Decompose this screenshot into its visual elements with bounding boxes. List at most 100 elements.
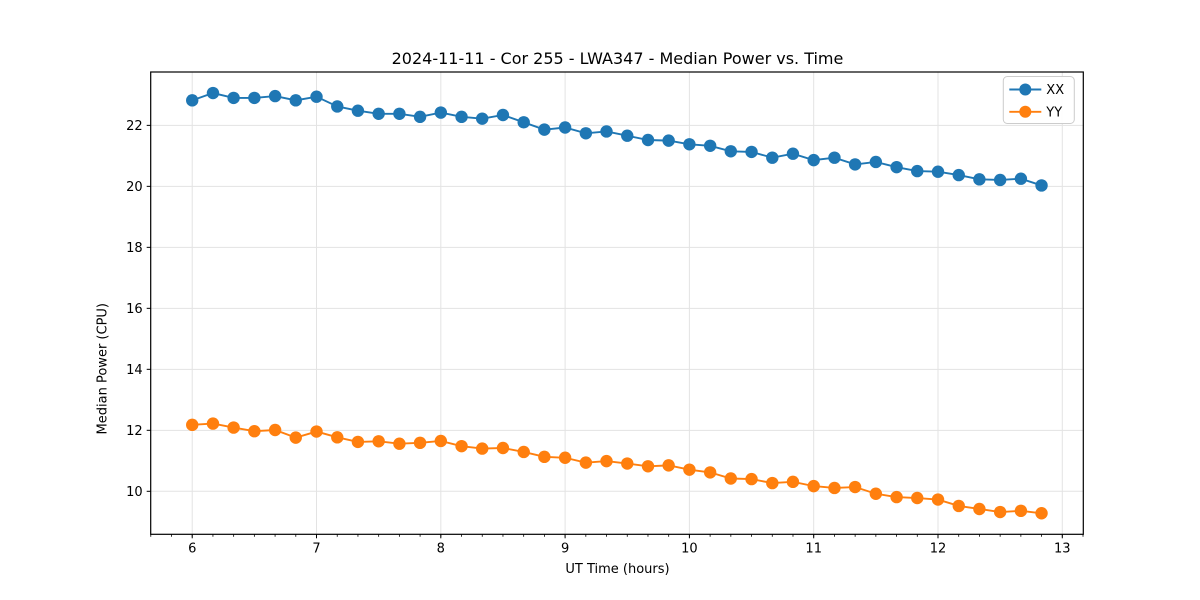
data-point-YY [848, 480, 862, 494]
data-point-YY [828, 481, 841, 495]
y-axis-label-text: Median Power (CPU) [95, 303, 110, 435]
data-point-XX [931, 165, 945, 178]
data-point-YY [186, 418, 199, 432]
data-point-YY [393, 437, 406, 450]
data-point-YY [724, 472, 737, 485]
data-point-YY [641, 460, 655, 473]
y-tick-label: 14 [126, 363, 143, 378]
x-tick-label: 9 [561, 541, 569, 556]
data-point-YY [683, 463, 696, 476]
data-point-YY [206, 417, 220, 430]
data-point-YY [475, 442, 489, 455]
data-point-XX [538, 123, 551, 136]
x-tick-label: 11 [805, 541, 822, 556]
data-point-XX [206, 86, 220, 100]
data-point-YY [289, 431, 302, 444]
data-point-YY [579, 456, 593, 469]
data-point-YY [248, 425, 261, 438]
data-point-YY [807, 479, 820, 493]
data-point-XX [331, 100, 344, 113]
grid [150, 72, 1084, 535]
data-point-YY [538, 450, 551, 464]
data-point-YY [869, 487, 883, 500]
data-point-YY [1035, 507, 1048, 520]
data-point-YY [662, 459, 675, 472]
data-point-XX [517, 116, 530, 129]
data-point-YY [993, 505, 1007, 519]
data-point-XX [890, 160, 903, 174]
data-point-XX [496, 108, 510, 122]
x-tick-label: 13 [1054, 541, 1071, 556]
y-tick-label: 16 [126, 302, 143, 317]
data-point-XX [621, 129, 634, 142]
legend-label-YY: YY [1045, 105, 1062, 120]
legend-marker-YY [1019, 105, 1032, 118]
data-point-XX [372, 107, 385, 120]
data-point-YY [600, 454, 613, 468]
x-tick-label: 7 [312, 541, 320, 556]
data-point-YY [911, 491, 924, 505]
data-point-XX [745, 145, 758, 159]
data-point-XX [662, 134, 675, 147]
data-point-XX [828, 151, 841, 164]
data-point-YY [331, 431, 344, 444]
data-point-XX [248, 91, 261, 105]
y-tick-label: 18 [126, 241, 143, 256]
data-point-YY [227, 421, 240, 434]
plot-border [150, 71, 1084, 535]
data-point-XX [786, 147, 800, 160]
y-tick-label: 20 [126, 180, 143, 195]
data-point-YY [703, 466, 717, 479]
data-point-XX [993, 173, 1007, 187]
data-point-XX [807, 153, 820, 167]
legend-label-XX: XX [1046, 83, 1064, 98]
data-point-YY [351, 435, 365, 449]
data-point-XX [351, 104, 365, 117]
legend: XX YY [1002, 76, 1075, 124]
data-point-XX [289, 94, 302, 107]
data-point-YY [372, 435, 385, 448]
data-point-XX [227, 91, 240, 105]
y-tick-label: 22 [126, 119, 143, 134]
x-tick-label: 12 [930, 541, 947, 556]
data-point-XX [1035, 179, 1048, 192]
tick-labels: 6 7 8 9 10 11 12 13 10 12 14 16 18 20 22 [126, 119, 1070, 556]
data-point-YY [952, 499, 965, 513]
data-point-XX [766, 151, 779, 164]
y-tick-label: 10 [126, 485, 143, 500]
legend-marker-XX [1019, 83, 1032, 96]
data-point-XX [724, 145, 737, 158]
x-axis-label: UT Time (hours) [565, 562, 670, 577]
data-point-YY [786, 475, 800, 489]
data-point-YY [766, 476, 779, 490]
x-tick-label: 10 [681, 541, 698, 556]
data-point-YY [496, 441, 510, 455]
data-point-XX [848, 158, 862, 171]
data-point-YY [310, 425, 323, 438]
data-point-XX [455, 110, 468, 124]
data-point-YY [931, 493, 945, 506]
data-point-XX [869, 155, 883, 169]
data-point-XX [475, 112, 489, 125]
data-point-XX [186, 94, 199, 107]
data-point-YY [621, 457, 634, 470]
data-point-YY [517, 445, 530, 459]
data-point-XX [579, 127, 593, 140]
data-point-YY [973, 502, 986, 516]
series-YY [186, 417, 1048, 520]
data-point-XX [558, 121, 572, 134]
data-point-YY [558, 451, 572, 464]
data-point-XX [268, 89, 282, 103]
data-point-YY [413, 436, 427, 450]
series-XX [186, 86, 1048, 192]
data-point-XX [683, 138, 696, 151]
data-point-YY [268, 423, 282, 437]
data-point-YY [455, 439, 468, 453]
data-point-XX [434, 106, 448, 119]
data-point-XX [911, 164, 924, 178]
data-point-XX [310, 90, 323, 103]
data-point-YY [890, 490, 903, 504]
data-point-XX [393, 107, 406, 120]
data-point-XX [1014, 172, 1028, 185]
